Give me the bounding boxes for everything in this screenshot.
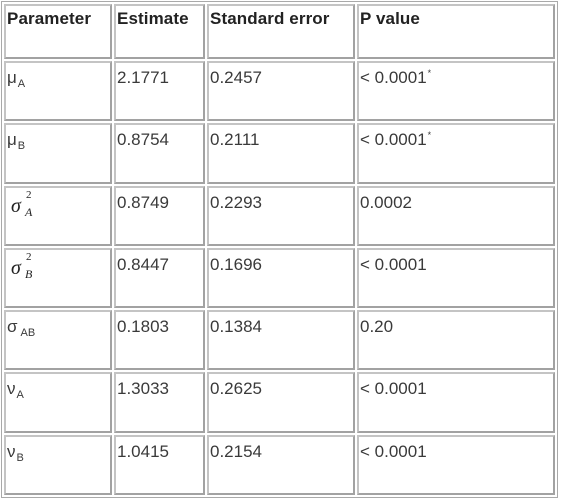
parameter-subscript: A — [25, 204, 33, 219]
table-row: μA 2.1771 0.2457 < 0.0001* — [4, 61, 555, 122]
table-row: νB 1.0415 0.2154 < 0.0001 — [4, 434, 555, 495]
p-value-text: 0.0002 — [360, 192, 412, 212]
p-value-cell: < 0.0001* — [357, 123, 555, 184]
footnote-marker: * — [427, 130, 432, 141]
parameter-subscript: A — [17, 78, 26, 90]
footnote-marker: * — [427, 68, 432, 78]
header-p-value: P value — [357, 4, 555, 59]
table-row: σ AB 0.1803 0.1384 0.20 — [4, 310, 555, 371]
standard-error-cell: 0.2154 — [207, 434, 355, 495]
table-header-row: Parameter Estimate Standard error P valu… — [4, 4, 555, 59]
estimate-cell: 0.1803 — [114, 310, 205, 371]
standard-error-cell: 0.2293 — [207, 185, 355, 246]
header-estimate: Estimate — [114, 4, 205, 59]
parameter-cell: νB — [4, 434, 112, 495]
parameter-symbol: μ — [7, 130, 17, 150]
standard-error-cell: 0.2457 — [207, 61, 355, 122]
table-row: μB 0.8754 0.2111 < 0.0001* — [4, 123, 555, 184]
table-row: νA 1.3033 0.2625 < 0.0001 — [4, 372, 555, 433]
parameter-symbol: σ — [11, 194, 21, 217]
parameter-cell: νA — [4, 372, 112, 433]
p-value-cell: < 0.0001 — [357, 434, 555, 495]
header-standard-error: Standard error — [207, 4, 355, 59]
estimate-cell: 2.1771 — [114, 61, 205, 122]
parameter-subscript: A — [16, 389, 24, 402]
parameter-superscript: 2 — [26, 188, 32, 201]
estimate-cell: 0.8749 — [114, 185, 205, 246]
estimate-cell: 1.0415 — [114, 434, 205, 495]
standard-error-cell: 0.2111 — [207, 123, 355, 184]
p-value-cell: 0.20 — [357, 310, 555, 371]
parameter-symbol: σ — [11, 256, 21, 279]
parameter-subscript: B — [25, 266, 33, 281]
estimate-cell: 1.3033 — [114, 372, 205, 433]
parameter-symbol: μ — [7, 68, 17, 87]
p-value-cell: < 0.0001* — [357, 61, 555, 122]
p-value-cell: < 0.0001 — [357, 247, 555, 309]
p-value-text: < 0.0001 — [360, 379, 427, 399]
standard-error-cell: 0.1696 — [207, 247, 355, 309]
p-value-text: < 0.0001 — [360, 254, 427, 274]
parameter-subscript: B — [16, 451, 24, 464]
p-value-text: < 0.0001 — [360, 130, 427, 150]
estimate-cell: 0.8447 — [114, 247, 205, 309]
p-value-cell: < 0.0001 — [357, 372, 555, 433]
header-parameter: Parameter — [4, 4, 112, 59]
standard-error-cell: 0.1384 — [207, 310, 355, 371]
p-value-text: < 0.0001 — [360, 68, 427, 87]
p-value-cell: 0.0002 — [357, 185, 555, 246]
parameter-symbol: ν — [7, 379, 16, 399]
parameter-subscript: AB — [20, 327, 36, 340]
parameter-symbol: ν — [7, 441, 16, 461]
estimate-cell: 0.8754 — [114, 123, 205, 184]
parameter-subscript: B — [17, 140, 26, 153]
standard-error-cell: 0.2625 — [207, 372, 355, 433]
parameter-estimates-table: Parameter Estimate Standard error P valu… — [2, 2, 557, 497]
parameter-cell: σ AB — [4, 310, 112, 371]
p-value-text: < 0.0001 — [360, 441, 427, 461]
parameter-symbol: σ — [7, 317, 18, 337]
parameter-cell: μB — [4, 123, 112, 184]
parameter-superscript: 2 — [26, 250, 32, 263]
parameter-cell: μA — [4, 61, 112, 122]
p-value-text: 0.20 — [360, 317, 394, 337]
